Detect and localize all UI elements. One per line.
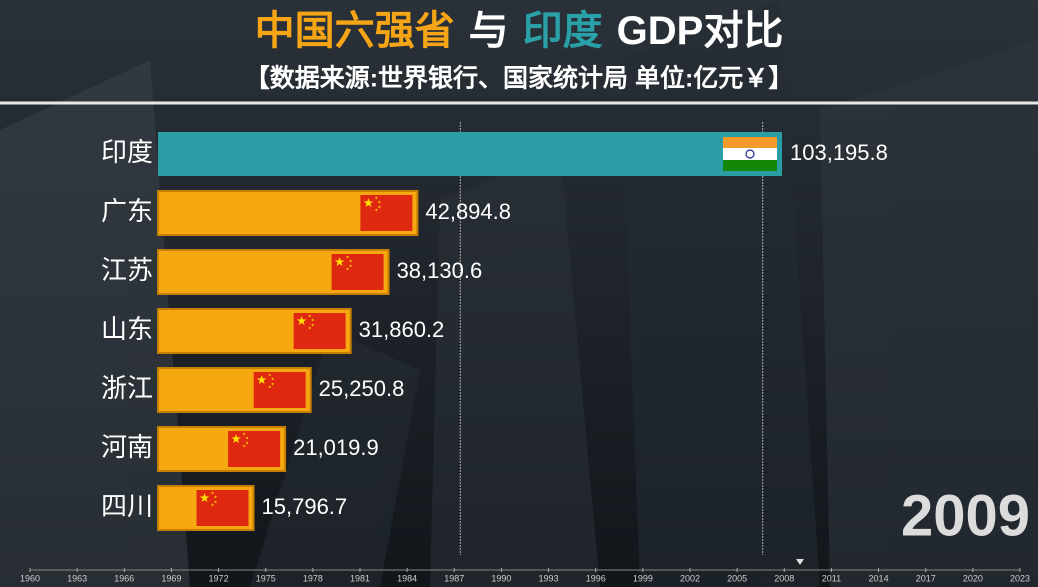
timeline-tick-label: 1960: [20, 573, 40, 583]
timeline-tick-label: 1972: [209, 573, 229, 583]
timeline-tick-label: 2002: [680, 573, 700, 583]
flag-star: [271, 377, 275, 381]
category-label: 浙江: [101, 373, 153, 403]
flag-star: [271, 382, 275, 386]
flag-star: [377, 205, 381, 209]
flag: [253, 372, 306, 408]
flag-wheel: [745, 149, 755, 159]
timeline-tick-label: 1996: [586, 573, 606, 583]
flag: [196, 490, 249, 526]
title-part: 与: [469, 9, 509, 53]
flag-star: [256, 375, 267, 384]
flag-star: [268, 385, 272, 389]
flag-star: [214, 500, 217, 504]
flag-star: [349, 264, 353, 268]
flag-star: [374, 208, 378, 212]
flag-star: [231, 434, 241, 443]
timeline-tick-label: 2008: [774, 573, 794, 583]
flag-stripe: [723, 137, 777, 148]
flag-star: [211, 491, 214, 495]
title-part: GDP对比: [617, 9, 784, 53]
title-part: 中国六强省: [255, 9, 455, 53]
flag-star: [268, 373, 272, 377]
timeline-tick-label: 1978: [303, 573, 323, 583]
timeline-tick-label: 2023: [1010, 573, 1030, 583]
category-label: 河南: [101, 432, 153, 462]
value-label: 21,019.9: [293, 435, 379, 460]
timeline-tick-label: 2020: [963, 573, 983, 583]
flag: [360, 195, 413, 231]
flag-star: [346, 255, 350, 259]
flag-star: [308, 314, 312, 318]
category-label: 江苏: [101, 255, 153, 285]
flag-star: [377, 200, 381, 204]
value-label: 38,130.6: [397, 258, 483, 283]
timeline-tick-label: 2014: [869, 573, 889, 583]
timeline-tick-label: 2005: [727, 573, 747, 583]
timeline-tick-label: 1999: [633, 573, 653, 583]
timeline-tick-label: 1969: [161, 573, 181, 583]
category-label: 山东: [101, 314, 153, 344]
flag: [228, 431, 281, 467]
flag-star: [374, 196, 378, 200]
flag: [331, 254, 384, 290]
timeline-tick-label: 1966: [114, 573, 134, 583]
value-label: 15,796.7: [262, 494, 348, 519]
flag-star: [245, 441, 249, 445]
timeline-tick-label: 1981: [350, 573, 370, 583]
subtitle: 【数据来源:世界银行、国家统计局 单位:亿元￥】: [245, 64, 794, 93]
value-label: 31,860.2: [359, 317, 445, 342]
timeline-tick-label: 2011: [822, 573, 841, 583]
value-label: 42,894.8: [425, 199, 511, 224]
category-label: 印度: [101, 137, 153, 167]
flag-star: [211, 503, 214, 507]
chart-title: 中国六强省与印度 GDP对比: [255, 9, 784, 53]
flag-star: [311, 318, 315, 322]
flag-stripe: [723, 160, 777, 171]
timeline-tick-label: 1993: [539, 573, 559, 583]
flag: [293, 313, 346, 349]
timeline-tick-label: 1987: [444, 573, 464, 583]
category-label: 广东: [101, 196, 153, 226]
category-label: 四川: [101, 491, 153, 521]
timeline-tick-label: 2017: [916, 573, 936, 583]
title-part: 印度: [523, 9, 603, 53]
flag-star: [242, 444, 246, 448]
flag: [723, 137, 777, 171]
flag-star: [199, 493, 210, 502]
flag-star: [245, 436, 249, 440]
flag-star: [311, 323, 315, 327]
value-label: 103,195.8: [790, 140, 888, 165]
flag-star: [296, 316, 307, 325]
timeline-tick-label: 1975: [256, 573, 276, 583]
value-label: 25,250.8: [319, 376, 405, 401]
bar: [158, 132, 782, 176]
flag-star: [214, 495, 217, 499]
flag-star: [334, 257, 345, 266]
flag-star: [308, 326, 312, 330]
flag-star: [349, 259, 353, 263]
timeline-tick-label: 1963: [67, 573, 87, 583]
year-label: 2009: [901, 483, 1030, 548]
flag-star: [363, 198, 374, 207]
timeline-tick-label: 1984: [397, 573, 417, 583]
timeline-tick-label: 1990: [491, 573, 511, 583]
timeline-marker: [796, 559, 804, 565]
flag-star: [346, 267, 350, 271]
flag-star: [242, 432, 246, 436]
